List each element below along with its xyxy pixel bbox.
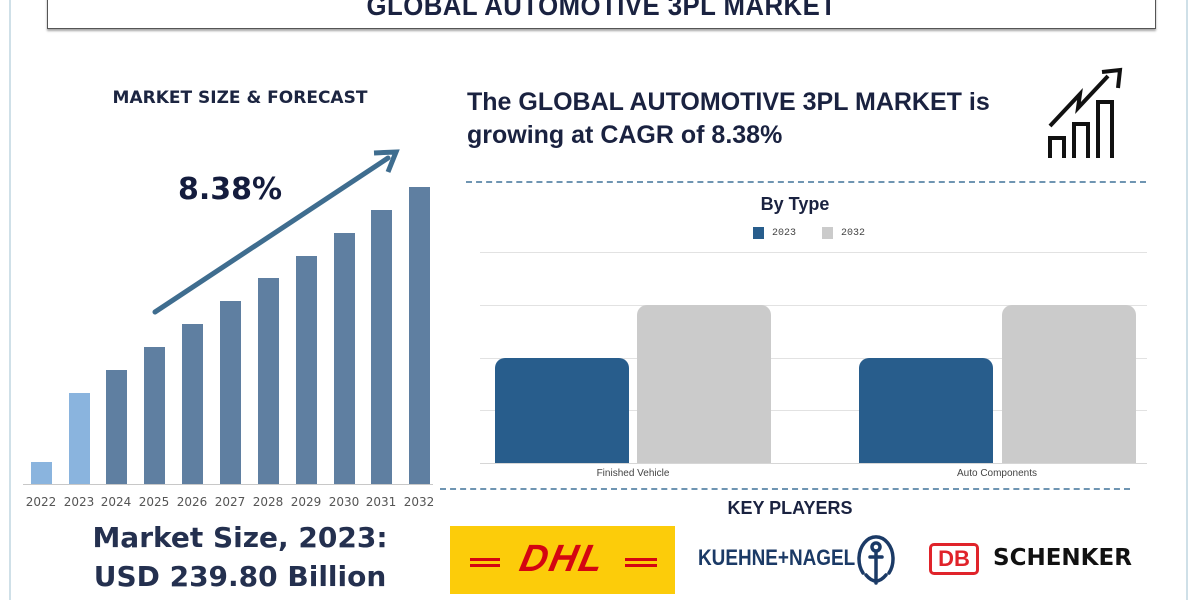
market-size-heading: MARKET SIZE & FORECAST [112,88,368,108]
bar-2028 [258,278,279,484]
key-players-title: KEY PLAYERS [727,498,853,518]
schenker-wordmark: SCHENKER [993,545,1132,571]
section-divider-top [466,181,1146,183]
kuehne-nagel-wordmark: KUEHNE+NAGEL [698,545,856,570]
x-tick-label: 2027 [214,495,246,509]
bar-2031 [371,210,392,484]
headline-line2: growing at CAGR of 8.38% [467,121,783,149]
legend-swatch-2023 [753,227,764,239]
bar-2024 [106,370,127,484]
dhl-speed-lines [470,558,657,567]
bar-2025 [144,347,165,484]
bar-2023 [69,393,90,484]
headline-line1: The GLOBAL AUTOMOTIVE 3PL MARKET is [467,88,990,116]
bar-2022 [31,462,52,484]
x-axis-line [480,463,1147,464]
market-size-line1: Market Size, 2023: [92,521,388,554]
page-title: GLOBAL AUTOMOTIVE 3PL MARKET [366,0,837,21]
x-axis-line [23,484,433,485]
x-tick-label: 2031 [365,495,397,509]
bar-finished-vehicle-2023 [495,358,629,464]
x-tick-label: 2029 [290,495,322,509]
frame-left-line [9,0,11,600]
by-type-title: By Type [760,194,830,214]
x-tick-label: 2024 [100,495,132,509]
x-tick-label: 2023 [63,495,95,509]
gridline [480,305,1147,306]
legend-label-2032: 2032 [841,227,866,239]
growth-chart-icon [1048,67,1123,158]
frame-right-line [1186,0,1188,600]
gridline [480,410,1147,411]
gridline [480,252,1147,253]
section-divider-bottom [440,488,1130,490]
bar-2030 [334,233,355,484]
legend-label-2023: 2023 [772,227,797,239]
legend-item-2023: 2023 [753,226,796,240]
dhl-wordmark: DHL [516,538,610,580]
category-label-finished-vehicle: Finished Vehicle [596,468,670,479]
legend-item-2032: 2032 [822,226,865,240]
db-badge: DB [929,543,979,575]
cagr-headline: The GLOBAL AUTOMOTIVE 3PL MARKET is grow… [467,86,1047,152]
dhl-logo: DHL [450,526,675,594]
gridline [480,358,1147,359]
bar-auto-components-2023 [859,358,993,464]
x-tick-label: 2030 [328,495,360,509]
x-tick-label: 2025 [138,495,170,509]
bar-2026 [182,324,203,484]
anchor-icon [857,535,895,585]
title-box: GLOBAL AUTOMOTIVE 3PL MARKET [47,0,1156,29]
bar-2032 [409,187,430,484]
x-tick-label: 2022 [25,495,57,509]
x-tick-label: 2032 [403,495,435,509]
bar-finished-vehicle-2032 [637,305,771,464]
legend-swatch-2032 [822,227,833,239]
market-size-line2: USD 239.80 Billion [93,560,387,593]
x-tick-label: 2028 [252,495,284,509]
cagr-annotation: 8.38% [177,172,283,207]
growth-arrow-icon [152,149,400,315]
category-label-auto-components: Auto Components [956,468,1038,479]
bar-auto-components-2032 [1002,305,1136,464]
bar-2029 [296,256,317,484]
bar-2027 [220,301,241,484]
x-tick-label: 2026 [176,495,208,509]
